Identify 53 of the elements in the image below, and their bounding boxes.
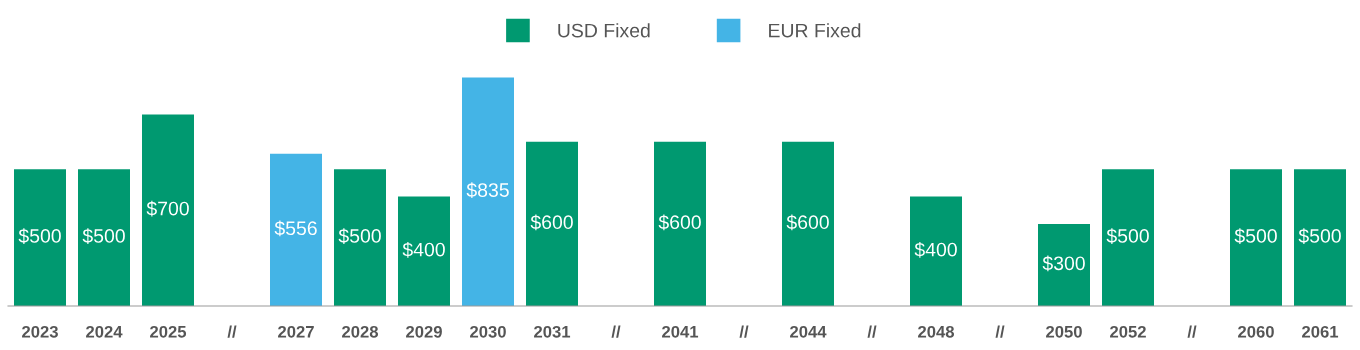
x-tick-label: 2060 [1238,325,1274,338]
data-label: $500 [82,228,125,244]
data-label: $400 [914,241,957,258]
data-label: $556 [274,220,317,237]
data-label: $600 [658,214,701,231]
bar [334,169,386,306]
x-tick-label: // [611,325,621,338]
data-label: $835 [466,182,509,199]
x-tick-label: 2041 [662,325,699,338]
x-tick-label: 2024 [86,325,123,338]
x-tick-label: 2044 [790,325,827,338]
x-tick-label: 2050 [1046,325,1082,338]
x-tick-label: 2031 [534,325,571,338]
x-tick-label: 2048 [918,325,955,338]
bar [526,141,578,306]
legend-label: USD Fixed [558,23,650,38]
bar [142,114,194,306]
x-tick-label: 2030 [470,325,506,338]
data-label: $500 [1298,228,1341,244]
x-tick-label: 2027 [278,325,314,338]
x-tick-label: // [995,325,1005,338]
x-tick-label: 2023 [22,325,58,338]
x-tick-label: 2025 [150,325,187,338]
data-label: $500 [18,228,61,244]
data-label: $700 [146,200,189,217]
data-label: $600 [530,214,573,231]
x-tick-label: // [867,325,877,338]
legend-label: EUR Fixed [769,23,861,38]
bar [1294,169,1346,306]
x-tick-label: // [227,325,237,338]
data-label: $400 [402,241,445,258]
x-tick-label: 2028 [342,325,379,338]
bar [78,169,130,306]
x-tick-label: // [1187,325,1197,338]
bar [654,141,706,306]
data-label: $500 [338,228,381,244]
data-label: $500 [1106,228,1149,244]
data-label: $600 [786,214,829,231]
x-tick-label: // [739,325,749,338]
bar [14,169,66,306]
bar [1038,223,1090,306]
x-tick-label: 2052 [1110,325,1146,338]
bar [1102,169,1154,306]
data-label: $500 [1234,228,1277,244]
bar [462,77,514,306]
data-label: $300 [1042,255,1085,272]
bar [270,153,322,306]
bar [398,196,450,306]
x-tick-label: 2029 [406,325,442,338]
bar [782,141,834,306]
bar [910,196,962,306]
x-tick-label: 2061 [1302,325,1339,338]
bar [1230,169,1282,306]
